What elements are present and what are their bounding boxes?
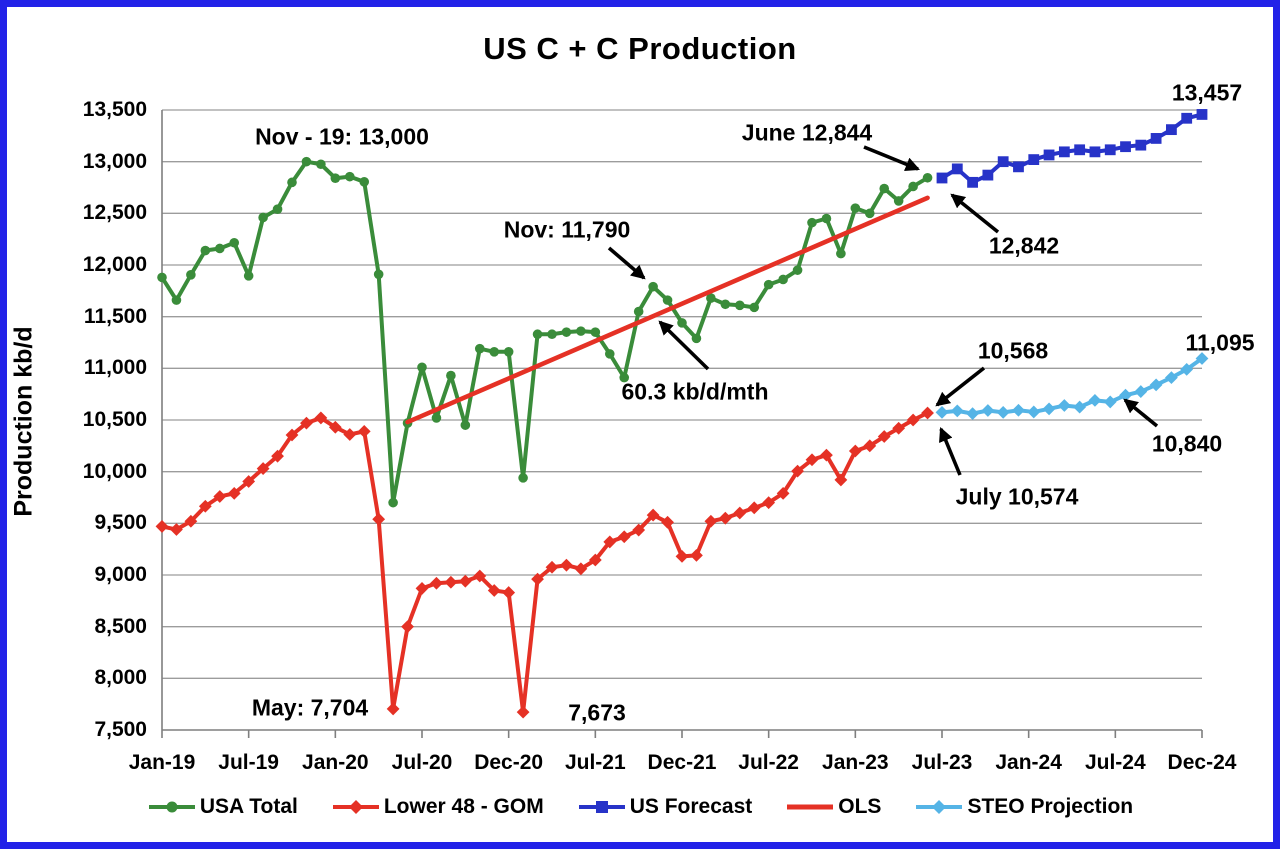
legend-item-usa-total: USA Total — [147, 795, 298, 819]
y-tick-label: 11,000 — [83, 356, 147, 380]
x-tick-label: Jul-24 — [1084, 751, 1146, 774]
y-tick-label: 12,000 — [82, 253, 147, 276]
y-tick-label: 10,500 — [82, 408, 147, 431]
y-tick-label: 8,500 — [94, 614, 147, 638]
x-tick-label: Jul-20 — [391, 751, 453, 774]
x-tick-label: Jul-22 — [738, 751, 799, 774]
legend-label: Lower 48 - GOM — [383, 795, 544, 818]
annotation-june-12844: June 12,844 — [741, 119, 873, 146]
y-tick-label: 9,500 — [94, 511, 147, 535]
annotation-nov21-11790: Nov: 11,790 — [503, 216, 631, 243]
lower48-gom-legend-marker-icon — [332, 800, 379, 814]
x-tick-label: Jul-21 — [564, 751, 626, 774]
legend-label: USA Total — [199, 795, 298, 818]
chart-legend: USA Total Lower 48 - GOM US Forecast OLS… — [7, 795, 1273, 819]
annotation-ols-slope: 60.3 kb/d/mth — [621, 378, 769, 405]
y-tick-label: 9,000 — [94, 563, 147, 586]
annotation-forecast-12842: 12,842 — [988, 232, 1060, 259]
usa-total-legend-marker-icon — [148, 801, 195, 813]
legend-label: STEO Projection — [967, 795, 1134, 818]
ols-legend-marker-icon — [787, 804, 834, 810]
x-tick-label: Dec-20 — [474, 751, 544, 774]
production-chart-plot — [155, 109, 1209, 738]
x-tick-label: Jan-23 — [822, 751, 889, 774]
legend-label: OLS — [838, 795, 882, 818]
legend-item-steo-projection: STEO Projection — [914, 795, 1133, 819]
y-tick-label: 10,000 — [82, 459, 147, 483]
annotation-july-10574: July 10,574 — [955, 483, 1079, 510]
annotation-may-7704: May: 7,704 — [251, 694, 369, 721]
annotation-steo-11095: 11,095 — [1185, 329, 1255, 356]
annotation-nov19-peak: Nov - 19: 13,000 — [255, 123, 429, 150]
legend-label: US Forecast — [629, 795, 753, 818]
annotation-red-10568: 10,568 — [977, 337, 1049, 364]
annotation-feb21-7673: 7,673 — [568, 699, 626, 726]
y-tick-label: 13,500 — [82, 98, 147, 121]
chart-title: US C + C Production — [483, 31, 797, 66]
y-tick-label: 11,500 — [83, 304, 147, 328]
y-tick-label: 12,500 — [82, 201, 147, 225]
legend-item-lower48-gom: Lower 48 - GOM — [331, 795, 544, 819]
y-tick-label: 13,000 — [82, 149, 147, 173]
us-forecast-legend-marker-icon — [578, 801, 625, 813]
x-tick-label: Jan-24 — [995, 751, 1062, 774]
annotation-forecast-13457: 13,457 — [1171, 79, 1243, 106]
x-tick-label: Dec-21 — [647, 751, 717, 774]
x-tick-label: Jan-19 — [128, 751, 196, 774]
legend-item-us-forecast: US Forecast — [577, 795, 753, 819]
steo-projection-legend-marker-icon — [916, 800, 963, 814]
annotation-steo-10840: 10,840 — [1151, 430, 1223, 457]
y-tick-label: 8,000 — [94, 666, 147, 690]
legend-item-ols: OLS — [785, 795, 881, 819]
x-tick-label: Jul-19 — [218, 751, 279, 774]
x-tick-label: Jan-20 — [302, 751, 369, 774]
y-tick-label: 7,500 — [94, 718, 147, 741]
x-tick-label: Jul-23 — [911, 751, 973, 774]
x-tick-label: Dec-24 — [1167, 751, 1237, 774]
